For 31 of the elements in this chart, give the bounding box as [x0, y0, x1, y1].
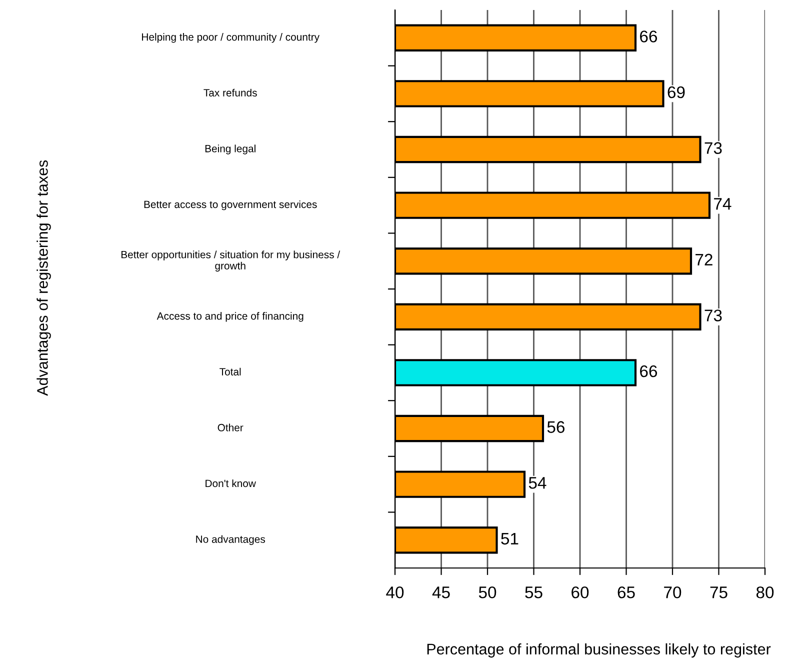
y-tick-label: No advantages — [196, 535, 266, 545]
y-axis-title: Advantages of registering for taxes — [36, 160, 51, 396]
data-label: 74 — [714, 198, 732, 210]
x-tick-label: 65 — [618, 586, 635, 598]
x-tick-label: 75 — [710, 586, 728, 598]
data-label: 72 — [696, 254, 712, 266]
y-tick-label: Access to and price of financing — [156, 312, 304, 322]
y-tick-label: Better access to government services — [144, 200, 317, 210]
y-tick-label: Other — [218, 424, 244, 432]
y-tick-label: Total — [220, 368, 241, 376]
x-tick-label: 50 — [478, 586, 496, 598]
x-tick-label: 70 — [664, 586, 682, 598]
x-tick-label: 40 — [386, 586, 404, 598]
x-tick-label: 60 — [572, 586, 589, 598]
data-label: 73 — [704, 142, 722, 154]
data-label: 51 — [501, 532, 518, 545]
data-label: 69 — [668, 86, 685, 98]
data-label: 56 — [547, 421, 565, 433]
x-tick-label: 45 — [432, 586, 450, 598]
data-label: 54 — [528, 477, 546, 489]
y-tick-label: Better opportunities / situation for my business / growth — [121, 250, 340, 272]
x-axis-title: Percentage of informal businesses likely to register — [427, 643, 771, 658]
data-label: 66 — [640, 30, 658, 42]
data-label: 66 — [640, 365, 658, 378]
y-tick-label: Helping the poor / community / country — [142, 33, 320, 43]
y-tick-label: Being legal — [205, 144, 256, 154]
x-tick-label: 80 — [756, 586, 774, 598]
y-tick-label: Tax refunds — [204, 88, 257, 96]
x-tick-label: 55 — [525, 586, 542, 598]
y-tick-label: Don't know — [206, 479, 256, 488]
data-label: 73 — [704, 310, 722, 322]
